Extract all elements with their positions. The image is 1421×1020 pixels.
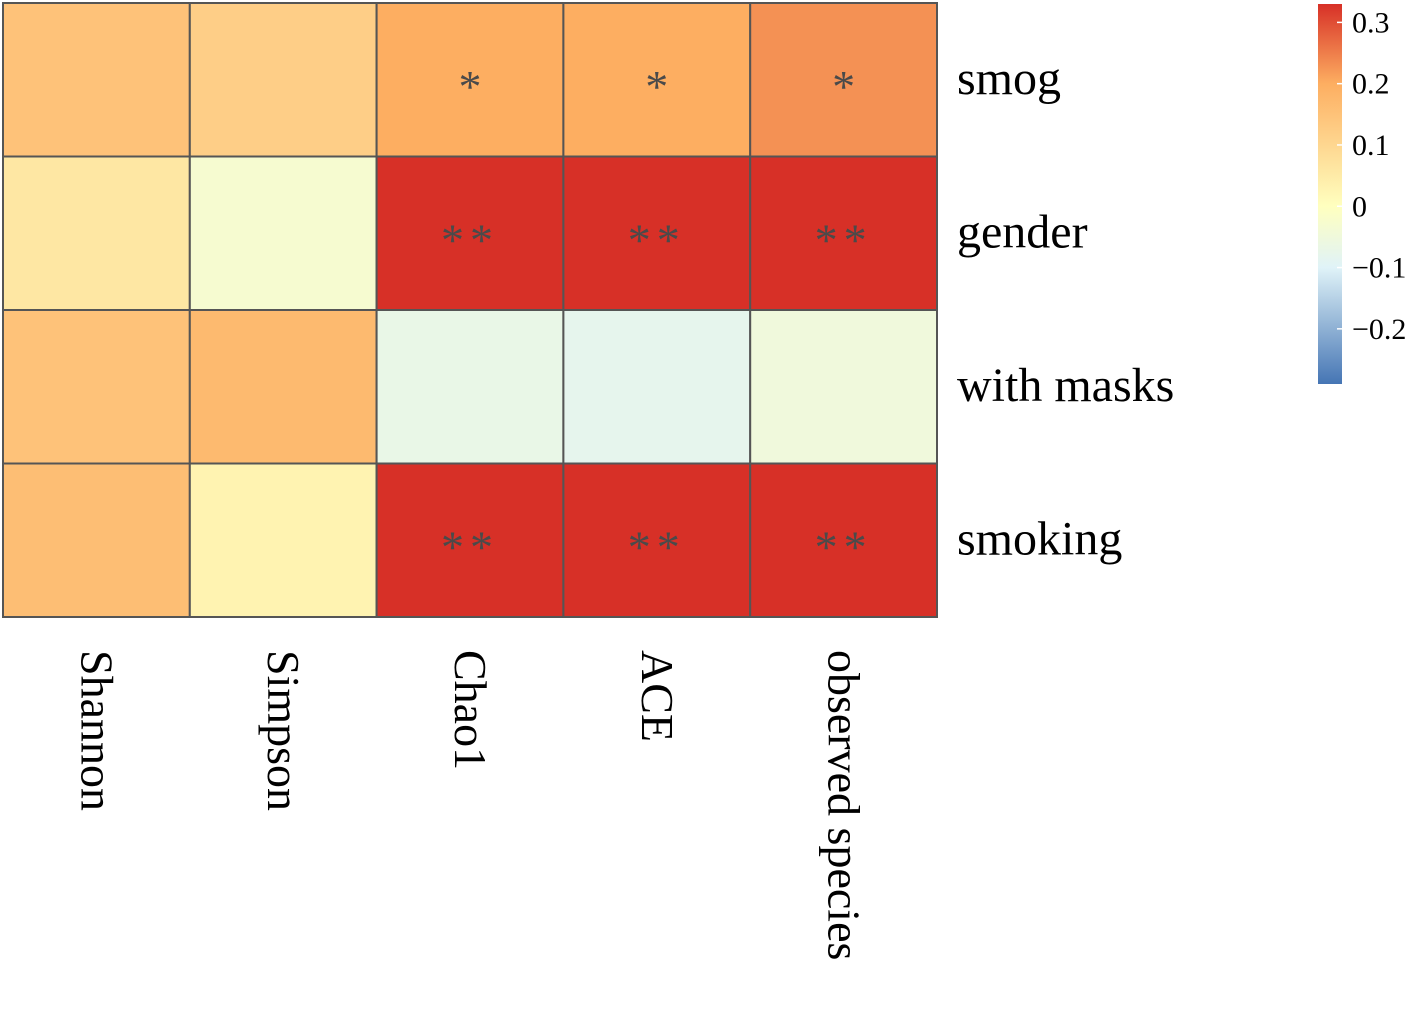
significance-marker: * bbox=[645, 61, 668, 112]
significance-marker: * bbox=[832, 61, 855, 112]
colorbar-tick-label: 0.3 bbox=[1352, 6, 1390, 39]
heatmap-cell-gender-simpson bbox=[188, 155, 378, 311]
significance-marker: ** bbox=[441, 214, 499, 265]
heatmap-cell-smoking-chao1 bbox=[375, 462, 565, 618]
column-labels: Shannon Simpson Chao1 ACE observed species bbox=[71, 650, 869, 960]
significance-marker: ** bbox=[815, 214, 873, 265]
heatmap-cell-smog-chao1 bbox=[375, 2, 565, 158]
heatmap-cell-with-masks-simpson bbox=[188, 309, 378, 465]
heatmap-cell-with-masks-shannon bbox=[2, 309, 191, 465]
row-label-with-masks: with masks bbox=[957, 359, 1174, 412]
significance-marker: ** bbox=[628, 214, 686, 265]
significance-marker: ** bbox=[628, 521, 686, 572]
heatmap-cell-smoking-shannon bbox=[2, 462, 191, 618]
heatmap-cell-with-masks-chao1 bbox=[375, 309, 565, 465]
row-label-smoking: smoking bbox=[957, 512, 1122, 565]
heatmap-cell-smoking-simpson bbox=[188, 462, 378, 618]
row-label-gender: gender bbox=[957, 205, 1088, 258]
colorbar-tick-label: 0.2 bbox=[1352, 68, 1390, 101]
heatmap-cell-gender-shannon bbox=[2, 155, 191, 311]
heatmap-cell-smog-observed-species bbox=[749, 2, 939, 158]
heatmap-cells bbox=[2, 2, 939, 618]
colorbar-tick-label: −0.2 bbox=[1352, 313, 1406, 346]
row-labels: smog gender with masks smoking bbox=[957, 52, 1174, 566]
colorbar-tick-label: 0 bbox=[1352, 190, 1367, 223]
column-label-simpson: Simpson bbox=[258, 650, 309, 811]
heatmap-cell-smog-ace bbox=[562, 2, 752, 158]
column-label-ace: ACE bbox=[632, 650, 683, 742]
colorbar-gradient bbox=[1318, 4, 1342, 384]
column-label-chao1: Chao1 bbox=[445, 650, 496, 770]
colorbar-ticks: 0.3 0.2 0.1 0 −0.1 −0.2 bbox=[1337, 6, 1406, 346]
row-label-smog: smog bbox=[957, 52, 1061, 105]
heatmap-cell-smoking-observed-species bbox=[749, 462, 939, 618]
significance-markers: * * *** ** **** ** ** bbox=[441, 61, 873, 573]
heatmap-cell-with-masks-observed-species bbox=[749, 309, 939, 465]
significance-marker: ** bbox=[441, 521, 499, 572]
heatmap-cell-smog-shannon bbox=[2, 2, 191, 158]
column-label-shannon: Shannon bbox=[71, 650, 122, 811]
colorbar-tick-label: 0.1 bbox=[1352, 129, 1390, 162]
heatmap-cell-smog-simpson bbox=[188, 2, 378, 158]
heatmap-cell-with-masks-ace bbox=[562, 309, 752, 465]
significance-marker: ** bbox=[815, 521, 873, 572]
colorbar: 0.3 0.2 0.1 0 −0.1 −0.2 bbox=[1318, 4, 1406, 384]
significance-marker: * bbox=[459, 61, 482, 112]
column-label-observed-species: observed species bbox=[819, 650, 870, 960]
heatmap-cell-gender-chao1 bbox=[375, 155, 565, 311]
heatmap-cell-gender-observed-species bbox=[749, 155, 939, 311]
heatmap-cell-smoking-ace bbox=[562, 462, 752, 618]
colorbar-tick-label: −0.1 bbox=[1352, 252, 1406, 285]
